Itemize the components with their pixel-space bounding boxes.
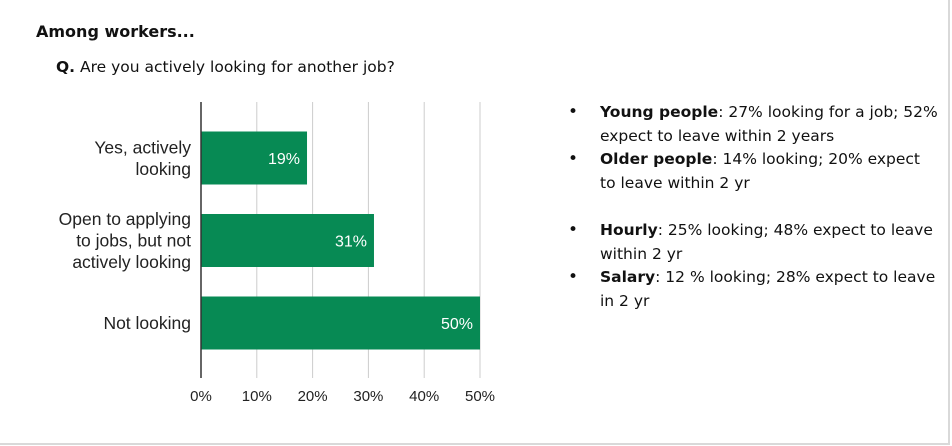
category-label: to jobs, but not xyxy=(76,231,191,251)
note-item: Older people: 14% looking; 20% expect to… xyxy=(568,148,938,195)
category-label: Yes, actively xyxy=(94,137,191,157)
note-lead: Salary xyxy=(600,268,656,286)
note-text: : 12 % looking; 28% expect to leave in 2… xyxy=(600,268,936,310)
category-label: actively looking xyxy=(72,252,191,272)
category-label: Open to applying xyxy=(59,209,191,229)
tick-label: 20% xyxy=(298,388,328,405)
tick-label: 50% xyxy=(465,388,495,405)
category-label: looking xyxy=(136,159,191,179)
note-lead: Hourly xyxy=(600,221,658,239)
question-text: Are you actively looking for another job… xyxy=(75,58,395,76)
data-label: 19% xyxy=(268,151,300,168)
note-item: Hourly: 25% looking; 48% expect to leave… xyxy=(568,219,938,266)
note-lead: Older people xyxy=(600,150,713,168)
note-text: : 27% looking for a job; 52% expect to l… xyxy=(600,103,938,145)
notes-list: Young people: 27% looking for a job; 52%… xyxy=(568,101,938,313)
data-label: 50% xyxy=(441,316,473,333)
note-text: : 14% looking; 20% expect to leave withi… xyxy=(600,150,921,192)
bar xyxy=(201,296,480,350)
note-text: : 25% looking; 48% expect to leave withi… xyxy=(600,221,933,263)
tick-label: 30% xyxy=(353,388,383,405)
note-lead: Young people xyxy=(600,103,719,121)
survey-question: Q. Are you actively looking for another … xyxy=(56,58,395,76)
data-label: 31% xyxy=(335,234,367,251)
bar xyxy=(201,131,308,185)
bar xyxy=(201,214,374,267)
category-label: Not looking xyxy=(103,313,191,333)
note-item: Salary: 12 % looking; 28% expect to leav… xyxy=(568,266,938,313)
tick-label: 40% xyxy=(409,388,439,405)
tick-label: 10% xyxy=(242,388,272,405)
tick-label: 0% xyxy=(190,388,212,405)
question-prefix: Q. xyxy=(56,58,76,76)
slide-heading: Among workers... xyxy=(36,22,195,41)
note-item: Young people: 27% looking for a job; 52%… xyxy=(568,101,938,148)
